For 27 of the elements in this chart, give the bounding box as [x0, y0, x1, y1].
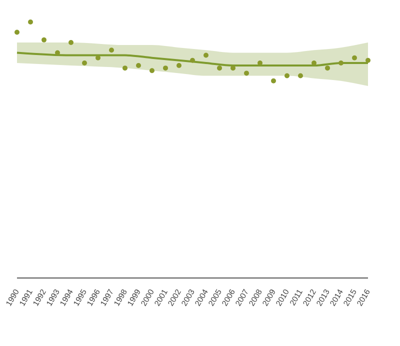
point	[42, 37, 46, 42]
point	[338, 60, 344, 66]
point	[258, 60, 262, 66]
point	[68, 40, 74, 45]
point	[366, 58, 370, 63]
point	[352, 55, 357, 60]
point	[82, 60, 87, 66]
point	[190, 58, 195, 63]
point	[14, 30, 20, 35]
point	[150, 68, 154, 74]
point	[163, 66, 168, 71]
point	[109, 48, 114, 53]
point	[122, 66, 128, 71]
point	[244, 70, 249, 76]
point	[217, 66, 222, 71]
point	[298, 73, 303, 78]
point	[284, 73, 290, 78]
point	[136, 63, 141, 68]
point	[230, 66, 236, 71]
point	[271, 78, 276, 84]
point	[28, 20, 33, 24]
point	[96, 55, 100, 60]
point	[204, 52, 208, 58]
point	[55, 50, 60, 56]
point	[325, 66, 330, 71]
point	[312, 60, 316, 66]
point	[176, 63, 182, 68]
